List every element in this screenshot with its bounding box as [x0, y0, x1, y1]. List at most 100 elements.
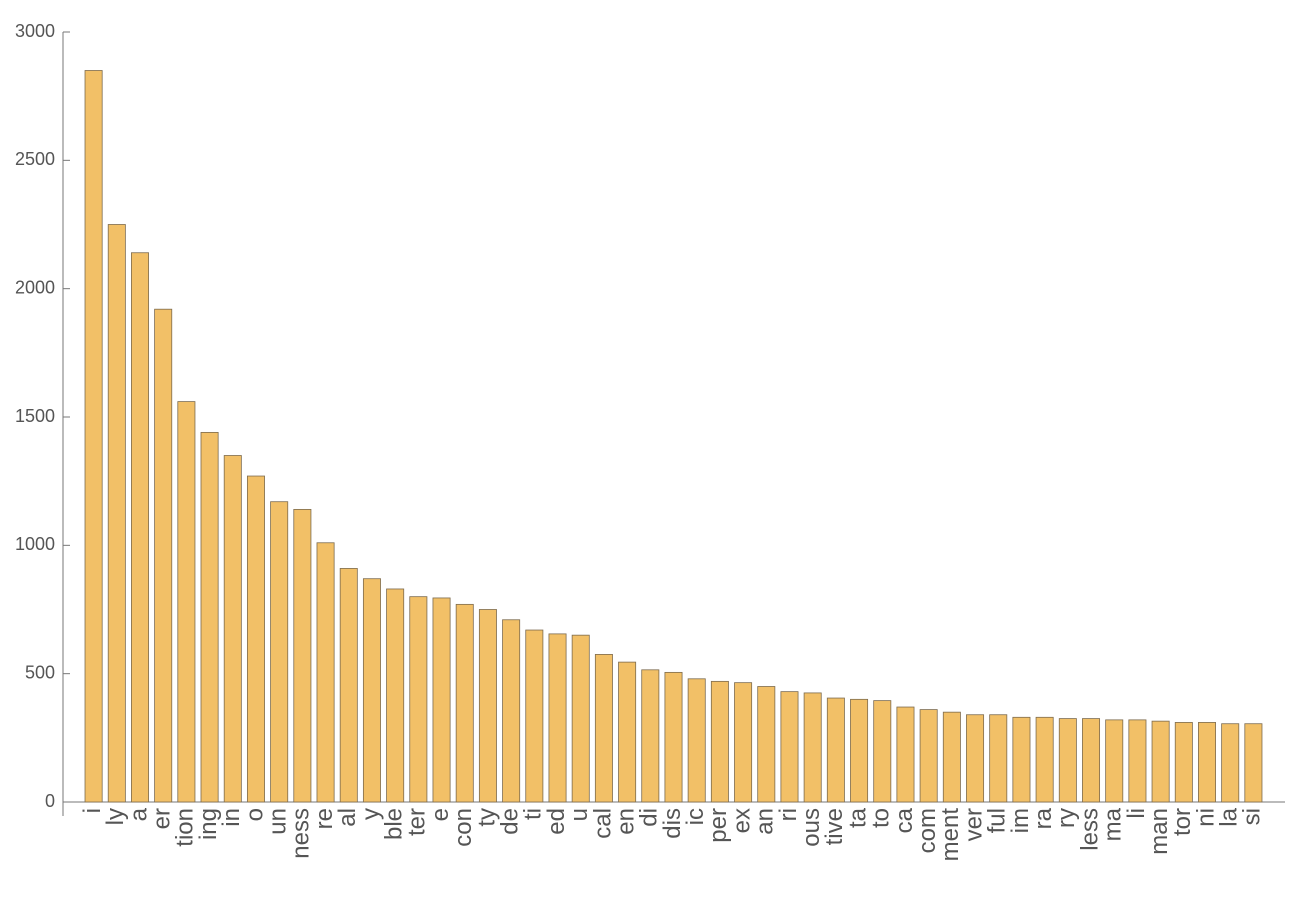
- bar: [478, 609, 497, 803]
- bar: [502, 619, 521, 803]
- bar: [107, 224, 126, 803]
- x-tick-label: i: [79, 808, 106, 813]
- y-tick-label: 1500: [15, 406, 55, 426]
- x-tick-label: u: [566, 808, 593, 821]
- bar: [200, 431, 219, 803]
- bar: [641, 669, 660, 803]
- x-tick-label: ty: [473, 808, 500, 827]
- x-tick-label: per: [705, 808, 732, 843]
- bar: [1221, 723, 1240, 803]
- bar: [270, 501, 289, 803]
- bar: [1244, 723, 1263, 803]
- x-tick-label: ti: [520, 808, 547, 820]
- x-tick-label: com: [914, 808, 941, 853]
- bar: [966, 714, 985, 803]
- bar: [873, 700, 892, 803]
- bar: [154, 308, 173, 803]
- x-tick-label: ic: [682, 808, 709, 825]
- x-tick-label: ness: [288, 808, 315, 859]
- x-tick-label: ble: [380, 808, 407, 840]
- x-tick-label: la: [1216, 807, 1243, 826]
- x-tick-label: ca: [891, 807, 918, 833]
- bar: [780, 691, 799, 803]
- bar: [687, 678, 706, 803]
- y-tick-label: 0: [45, 791, 55, 811]
- x-tick-label: ta: [844, 807, 871, 828]
- y-tick-label: 2500: [15, 149, 55, 169]
- x-tick-label: ly: [102, 808, 129, 825]
- x-tick-label: less: [1076, 808, 1103, 851]
- x-tick-label: ma: [1100, 807, 1127, 841]
- bar: [455, 603, 474, 803]
- x-tick-label: cal: [589, 808, 616, 839]
- x-tick-label: un: [265, 808, 292, 835]
- x-tick-label: o: [241, 808, 268, 821]
- bar: [548, 633, 567, 803]
- bar: [710, 680, 729, 803]
- bar: [223, 455, 242, 803]
- x-tick-label: to: [868, 808, 895, 828]
- x-tick-label: de: [496, 808, 523, 835]
- bar: [131, 252, 149, 803]
- bar: [316, 542, 335, 803]
- bar: [664, 671, 683, 803]
- x-tick-label: ing: [195, 808, 222, 840]
- x-tick-label: ter: [404, 808, 431, 836]
- bar: [1198, 722, 1216, 803]
- x-tick-label: ed: [543, 808, 570, 835]
- x-tick-label: ver: [960, 808, 987, 841]
- x-tick-label: an: [752, 808, 779, 835]
- x-tick-label: er: [149, 808, 176, 829]
- x-tick-label: im: [1007, 808, 1034, 833]
- x-tick-label: ry: [1053, 808, 1080, 828]
- bar: [84, 70, 103, 803]
- bar: [362, 578, 381, 803]
- x-tick-label: e: [427, 808, 454, 821]
- bar: [1105, 719, 1124, 803]
- bar: [1012, 716, 1031, 803]
- bar: [850, 698, 869, 803]
- bar: [177, 401, 196, 803]
- x-tick-label: tive: [821, 808, 848, 845]
- bar: [1082, 718, 1101, 803]
- bar: [826, 697, 845, 803]
- x-tick-label: man: [1146, 808, 1173, 855]
- bar: [571, 634, 590, 803]
- x-tick-label: y: [357, 808, 384, 820]
- x-tick-label: si: [1239, 808, 1266, 825]
- x-tick-label: re: [311, 808, 338, 829]
- bar: [409, 596, 428, 803]
- x-tick-label: dis: [659, 808, 686, 839]
- bar: [525, 629, 544, 803]
- bar: [757, 686, 776, 803]
- x-tick-label: ri: [775, 808, 802, 821]
- bar: [919, 709, 938, 803]
- bar: [246, 475, 265, 803]
- x-tick-label: tor: [1169, 808, 1196, 836]
- bar: [1035, 716, 1054, 803]
- x-tick-label: li: [1123, 808, 1150, 819]
- bar: [803, 692, 822, 803]
- bar: [989, 714, 1008, 803]
- bar: [896, 706, 915, 803]
- bar: [1151, 720, 1170, 803]
- x-tick-label: tion: [172, 808, 199, 847]
- bar: [594, 654, 613, 803]
- y-tick-label: 3000: [15, 21, 55, 41]
- x-tick-label: al: [334, 808, 361, 827]
- x-tick-label: ment: [937, 808, 964, 862]
- bar: [432, 597, 451, 803]
- bar: [1174, 722, 1193, 803]
- x-tick-label: ex: [728, 808, 755, 833]
- bar: [942, 711, 961, 803]
- x-tick-label: ous: [798, 808, 825, 847]
- y-tick-label: 500: [25, 662, 55, 682]
- x-tick-label: ra: [1030, 807, 1057, 829]
- bar: [1128, 719, 1147, 803]
- bar: [339, 568, 358, 803]
- bar: [1058, 718, 1077, 803]
- y-tick-label: 2000: [15, 277, 55, 297]
- bar: [386, 588, 405, 803]
